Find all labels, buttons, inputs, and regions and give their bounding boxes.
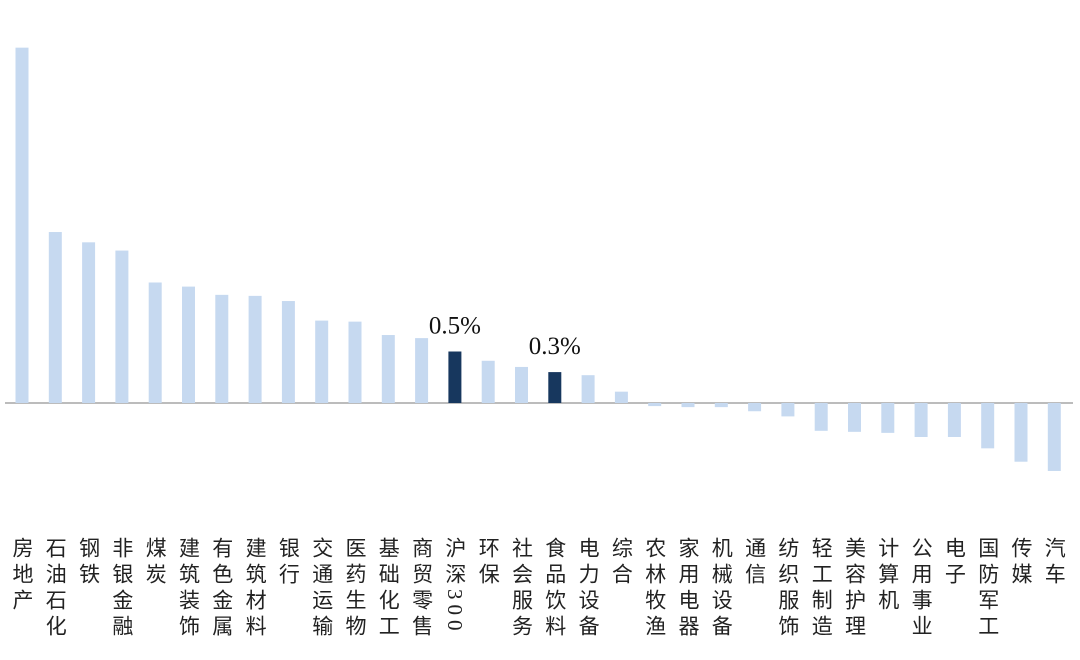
x-tick-label: 环保 [476,537,500,589]
bar [215,294,229,403]
x-tick-label: 基础化工 [376,537,400,641]
bar [781,403,795,417]
bar [814,403,828,431]
x-tick-label: 有色金属 [210,537,234,641]
x-tick-label: 公用事业 [909,537,933,641]
x-tick-label: 纺织服饰 [776,537,800,641]
bar [648,403,662,407]
bar [1047,403,1061,471]
bar [415,338,429,403]
bar [48,232,62,403]
x-tick-label: 交通运输 [310,537,334,641]
bar [148,282,162,403]
bar [182,286,195,403]
x-tick-label: 商贸零售 [410,537,434,641]
bar [248,295,262,403]
bar [82,242,96,403]
x-tick-label: 电子 [942,537,966,589]
x-tick-label: 国防军工 [976,537,1000,641]
x-tick-label: 传媒 [1009,537,1033,589]
x-tick-label: 社会服务 [510,537,534,641]
x-tick-label: 石油石化 [43,537,67,641]
x-tick-label: 轻工制造 [809,537,833,641]
value-label: 0.5% [429,313,481,340]
x-tick-label: 农林牧渔 [643,537,667,641]
value-label: 0.3% [529,333,581,360]
x-tick-label: 建筑装饰 [177,537,201,641]
bar [348,321,362,403]
bar [947,403,961,437]
x-tick-label: 美容护理 [843,537,867,641]
x-tick-label: 建筑材料 [243,537,267,641]
bar [614,391,628,403]
bar [281,301,295,403]
bar [848,403,861,432]
x-tick-label: 通信 [743,537,767,589]
x-tick-label: 沪深300 [443,537,467,636]
bar [914,403,928,437]
x-tick-label: 家用电器 [676,537,700,641]
x-tick-label: 房地产 [10,537,34,615]
x-tick-label: 钢铁 [77,537,101,589]
bar [15,47,29,404]
bar [1014,403,1028,462]
x-tick-label: 食品饮料 [543,537,567,641]
x-tick-label: 计算机 [876,537,900,615]
bar [981,403,995,449]
bar [748,403,762,412]
bar [581,375,595,403]
bar [515,366,528,403]
x-tick-label: 机械设备 [709,537,733,641]
bar [681,403,695,408]
bar [714,403,728,408]
x-tick-label: 银行 [276,537,300,589]
bar [381,335,395,403]
x-tick-label: 煤炭 [143,537,167,589]
bar [448,351,462,403]
bar [315,320,329,403]
x-tick-label: 综合 [609,537,633,589]
bar [481,360,495,403]
x-tick-label: 电力设备 [576,537,600,641]
x-tick-label: 汽车 [1042,537,1066,589]
bar [548,372,562,403]
bar [115,250,129,403]
x-tick-label: 医药生物 [343,537,367,641]
x-tick-label: 非银金融 [110,537,134,641]
bar [881,403,895,433]
